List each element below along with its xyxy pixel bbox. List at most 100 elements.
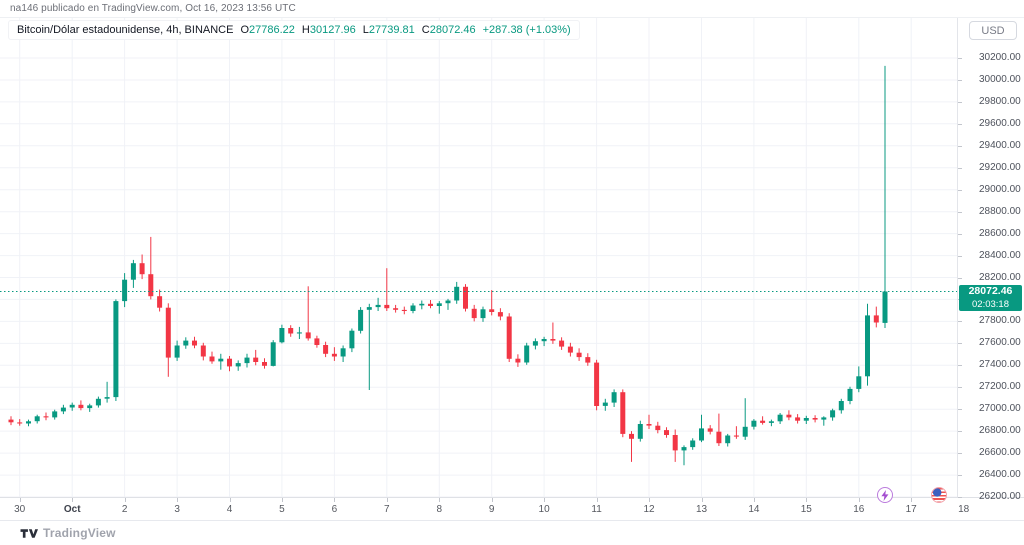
candle-body <box>95 398 101 406</box>
price-axis-tick <box>958 167 962 169</box>
candle-body <box>594 362 600 406</box>
candle-body <box>882 291 888 323</box>
candle-body <box>768 421 774 423</box>
price-axis-label: 26400.00 <box>979 469 1021 481</box>
candle-body <box>130 263 136 280</box>
time-axis-label: 15 <box>800 504 812 515</box>
candle-body <box>856 376 862 389</box>
candle-body <box>340 348 346 357</box>
candle-body <box>672 435 678 451</box>
price-axis-label: 30200.00 <box>979 52 1021 63</box>
candle-body <box>550 339 556 341</box>
candle-body <box>646 424 652 426</box>
price-axis-tick <box>958 387 962 389</box>
price-axis-tick <box>958 343 962 345</box>
footer-bar: TradingView <box>0 521 1024 545</box>
candle-body <box>602 402 608 406</box>
price-axis-tick <box>958 255 962 257</box>
candle-body <box>419 303 425 306</box>
candle-body <box>34 416 40 422</box>
price-axis-tick <box>958 80 962 81</box>
time-axis-tick <box>177 498 179 502</box>
candle-body <box>838 401 844 411</box>
time-axis-label: 2 <box>121 504 128 515</box>
time-axis-tick <box>281 498 283 502</box>
candle-body <box>690 440 696 448</box>
lightning-bolt-glyph <box>881 489 889 501</box>
time-axis-tick <box>911 498 913 502</box>
candle-body <box>576 352 582 358</box>
candle-body <box>235 363 241 367</box>
candle-body <box>567 346 573 353</box>
price-axis-label: 29400.00 <box>979 139 1021 151</box>
price-axis-label: 27200.00 <box>979 381 1021 393</box>
candle-body <box>384 304 390 309</box>
time-axis-tick <box>806 498 808 502</box>
price-axis-label: 28600.00 <box>979 227 1021 239</box>
candle-body <box>60 407 66 412</box>
candle-body <box>262 362 267 366</box>
candle-body <box>812 418 818 420</box>
ohlc-close: C28072.46 <box>421 24 476 36</box>
time-axis-label: Oct <box>63 504 81 515</box>
us-flag-event-icon[interactable] <box>931 487 947 503</box>
candle-body <box>78 404 84 409</box>
price-scale-panel[interactable]: 26200.00 26400.00 26600.00 26800.00 27000.00… <box>957 18 1024 502</box>
price-axis-label: 28200.00 <box>979 271 1021 283</box>
candle-body <box>296 332 302 334</box>
price-axis-tick <box>958 277 962 279</box>
candle-body <box>366 307 372 310</box>
time-axis-tick <box>334 498 336 502</box>
candle-body <box>541 339 547 342</box>
candle-body <box>725 435 731 444</box>
candle-body <box>445 300 451 304</box>
price-axis-tick <box>958 101 962 103</box>
candle-body <box>480 309 486 319</box>
candle-body <box>559 340 565 347</box>
candle-body <box>148 274 154 297</box>
price-axis-tick <box>958 431 962 433</box>
tradingview-logo[interactable]: TradingView <box>20 526 116 540</box>
candle-body <box>803 418 809 421</box>
time-axis-label: 3 <box>174 504 180 515</box>
candle-body <box>122 279 128 302</box>
price-axis-tick <box>958 233 962 235</box>
candle-body <box>629 433 634 439</box>
time-axis-tick <box>386 498 388 502</box>
time-axis-tick <box>19 498 21 502</box>
time-axis-tick <box>439 498 441 502</box>
price-axis-tick <box>958 211 962 213</box>
candle-body <box>393 308 399 310</box>
price-axis-label: 26200.00 <box>979 491 1021 502</box>
candle-body <box>742 426 748 437</box>
price-axis-label: 27000.00 <box>979 403 1021 415</box>
time-axis-tick <box>753 498 755 502</box>
price-axis-tick <box>958 58 962 59</box>
attribution-bar: na146 publicado en TradingView.com, Oct … <box>0 0 1024 18</box>
candle-body <box>707 428 713 432</box>
time-scale-panel[interactable]: 30 Oct 2 3 4 5 6 7 8 9 10 11 12 13 14 15 16 17 18 <box>0 497 1024 521</box>
candle-body <box>331 353 337 357</box>
time-axis-tick <box>701 498 703 502</box>
candle-body <box>786 414 792 418</box>
time-axis-label: 5 <box>279 504 285 515</box>
currency-button[interactable]: USD <box>969 21 1017 40</box>
symbol-legend: Bitcoin/Dólar estadounidense, 4h, BINANC… <box>8 20 580 40</box>
candle-body <box>87 405 93 409</box>
time-axis-label: 16 <box>853 504 865 515</box>
candle-body <box>349 330 355 349</box>
candle-body <box>585 357 591 363</box>
lightning-event-icon[interactable] <box>877 487 893 503</box>
candle-body <box>751 420 757 427</box>
candle-body <box>17 422 23 424</box>
candle-body <box>716 431 722 444</box>
time-axis-tick <box>544 498 546 502</box>
candle-body <box>454 286 460 301</box>
candle-body <box>288 328 294 334</box>
candle-body <box>227 358 232 367</box>
candle-body <box>873 315 879 323</box>
tradingview-mark-icon <box>20 528 38 538</box>
price-axis-tick <box>958 189 962 191</box>
price-axis-label: 27400.00 <box>979 359 1021 371</box>
